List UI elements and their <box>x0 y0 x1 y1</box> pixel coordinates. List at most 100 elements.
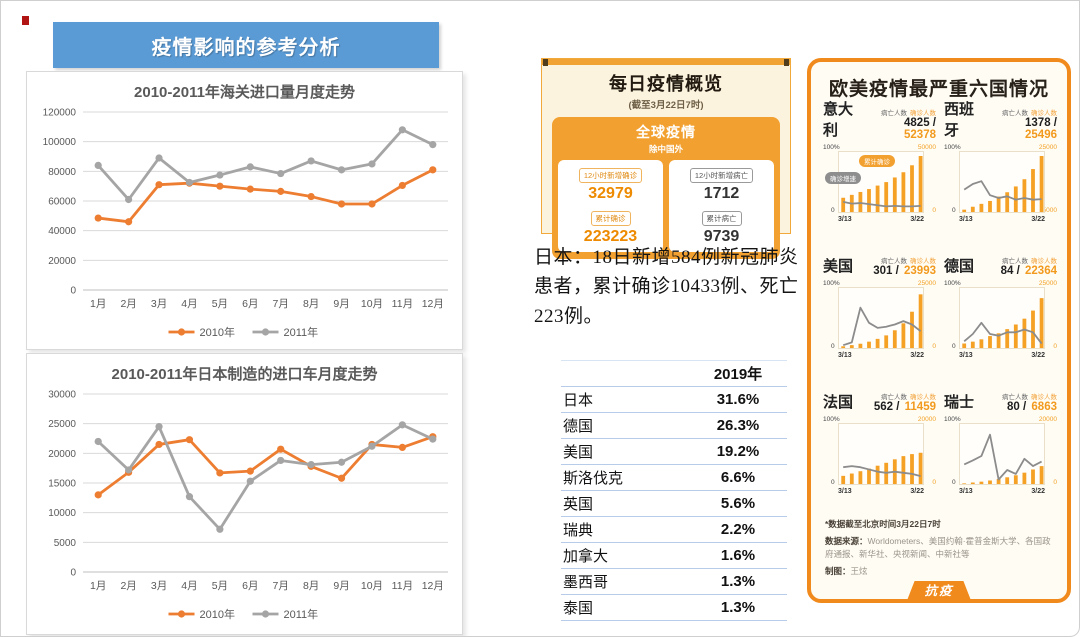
deaths-value: 562 <box>873 401 894 413</box>
deaths-label: 病亡人数 <box>881 258 907 265</box>
svg-text:0: 0 <box>70 286 76 297</box>
deaths-label: 病亡人数 <box>1002 110 1028 117</box>
japan-note-text: 日本：18日新增584例新冠肺炎患者，累计确诊10433例、死亡223例。 <box>534 247 799 327</box>
confirmed-value: 25496 <box>1025 129 1057 141</box>
left-axis-min: 0 <box>952 479 956 486</box>
global-subtitle: 除中国外 <box>648 144 683 154</box>
svg-text:11月: 11月 <box>392 580 413 592</box>
svg-text:2010年: 2010年 <box>200 325 235 339</box>
country-block: 意大利 病亡人数 确诊人数 4825 / 52378 100% 0 50000 0… <box>823 101 936 238</box>
svg-text:5月: 5月 <box>212 580 228 592</box>
x-end-label: 3/22 <box>1031 216 1045 223</box>
confirmed-label: 确诊人数 <box>910 258 936 265</box>
x-start-label: 3/13 <box>959 352 973 359</box>
x-end-label: 3/22 <box>910 488 924 495</box>
svg-text:2011年: 2011年 <box>284 325 319 339</box>
right-axis-max: 20000 <box>917 416 936 423</box>
svg-text:8月: 8月 <box>303 580 319 592</box>
x-start-label: 3/13 <box>959 216 973 223</box>
left-axis-min: 0 <box>952 207 956 214</box>
country-header: 西班牙 病亡人数 确诊人数 1378 / 25496 <box>944 101 1057 141</box>
right-axis-min: 0 <box>932 207 936 214</box>
chart-title: 2010-2011年海关进口量月度走势 <box>134 84 355 101</box>
confirmed-stats-column: 12小时新增确诊 32979 累计确诊 223223 <box>558 160 663 252</box>
share-cell: 31.6% <box>689 386 787 413</box>
deaths-value: 1378 <box>1025 117 1051 129</box>
stat-value: 9739 <box>703 228 740 245</box>
confirmed-value: 11459 <box>904 401 936 413</box>
share-cell: 1.3% <box>689 594 787 621</box>
left-axis-min: 0 <box>831 207 835 214</box>
share-cell: 6.6% <box>689 464 787 491</box>
country-mini-chart: 100% 0 20000 0 3/13 3/22 <box>823 416 936 500</box>
country-numbers: 病亡人数 确诊人数 562 / 11459 <box>873 394 936 413</box>
country-cell: 斯洛伐克 <box>561 464 689 491</box>
confirmed-value: 23993 <box>904 265 936 277</box>
right-axis-max: 25000 <box>1038 280 1057 287</box>
header-empty-cell <box>561 360 689 387</box>
svg-text:4月: 4月 <box>181 298 197 310</box>
left-axis-max: 100% <box>823 416 840 423</box>
daily-card-subtitle: (截至3月22日7时) <box>628 100 704 111</box>
country-name: 美国 <box>823 258 854 275</box>
svg-text:15000: 15000 <box>48 479 76 490</box>
country-cell: 泰国 <box>561 594 689 621</box>
svg-text:2011年: 2011年 <box>284 607 319 621</box>
right-axis-min: 0 <box>932 479 936 486</box>
country-header: 意大利 病亡人数 确诊人数 4825 / 52378 <box>823 101 936 141</box>
right-axis-max: 50000 <box>917 144 936 151</box>
country-name: 瑞士 <box>944 394 975 411</box>
stat-group: 12小时新增确诊 32979 <box>561 165 660 203</box>
share-cell: 1.6% <box>689 542 787 569</box>
table-row: 德国 26.3% <box>561 412 787 439</box>
data-source-note: 数据来源：Worldometers、美国约翰·霍普金斯大学、各国政府通报、新华社… <box>825 536 1051 560</box>
country-cell: 瑞典 <box>561 516 689 543</box>
svg-text:3月: 3月 <box>151 298 167 310</box>
svg-text:6月: 6月 <box>242 580 258 592</box>
country-cell: 英国 <box>561 490 689 517</box>
share-cell: 2.2% <box>689 516 787 543</box>
country-cell: 日本 <box>561 386 689 413</box>
stat-label-badge: 12小时新增确诊 <box>578 168 643 183</box>
svg-text:4月: 4月 <box>181 580 197 592</box>
svg-text:0: 0 <box>70 568 76 579</box>
import-car-chart-card: 2010-2011年日本制造的进口车月度走势 0 5000 10000 15000 20… <box>26 353 463 635</box>
svg-text:7月: 7月 <box>273 298 289 310</box>
svg-text:5月: 5月 <box>212 298 228 310</box>
country-block: 德国 病亡人数 确诊人数 84 / 22364 100% 0 25000 0 3/… <box>944 247 1057 374</box>
stat-group: 累计病亡 9739 <box>672 208 771 246</box>
chart-title: 2010-2011年日本制造的进口车月度走势 <box>111 366 378 383</box>
six-countries-panel: 欧美疫情最严重六国情况 意大利 病亡人数 确诊人数 4825 / 52378 10… <box>807 58 1071 603</box>
global-title: 全球疫情 <box>636 124 696 140</box>
stat-value: 1712 <box>703 185 740 202</box>
svg-text:2月: 2月 <box>120 298 136 310</box>
table-row: 泰国 1.3% <box>561 594 787 621</box>
confirmed-label: 确诊人数 <box>1031 110 1057 117</box>
svg-text:2月: 2月 <box>120 580 136 592</box>
svg-text:10000: 10000 <box>48 508 76 519</box>
country-cell: 德国 <box>561 412 689 439</box>
svg-text:20000: 20000 <box>48 449 76 460</box>
left-axis-max: 100% <box>944 144 961 151</box>
x-end-label: 3/22 <box>910 352 924 359</box>
country-block: 法国 病亡人数 确诊人数 562 / 11459 100% 0 20000 0 3… <box>823 383 936 510</box>
svg-text:1月: 1月 <box>90 298 106 310</box>
x-end-label: 3/22 <box>910 216 924 223</box>
x-start-label: 3/13 <box>838 352 852 359</box>
stat-group: 12小时新增病亡 1712 <box>672 165 771 203</box>
pin-dot-icon <box>543 59 548 66</box>
country-mini-chart: 100% 0 25000 5000 3/13 3/22 <box>944 144 1057 228</box>
country-cell: 墨西哥 <box>561 568 689 595</box>
svg-text:30000: 30000 <box>48 390 76 401</box>
share-cell: 19.2% <box>689 438 787 465</box>
svg-text:80000: 80000 <box>48 167 76 178</box>
svg-text:9月: 9月 <box>333 580 349 592</box>
deaths-value: 4825 <box>904 117 930 129</box>
svg-text:5000: 5000 <box>54 538 77 549</box>
deaths-label: 病亡人数 <box>881 394 907 401</box>
right-axis-max: 20000 <box>1038 416 1057 423</box>
svg-text:100000: 100000 <box>43 137 77 148</box>
header-year-cell: 2019年 <box>689 360 787 387</box>
anti-epidemic-ribbon: 抗疫 <box>906 581 972 603</box>
